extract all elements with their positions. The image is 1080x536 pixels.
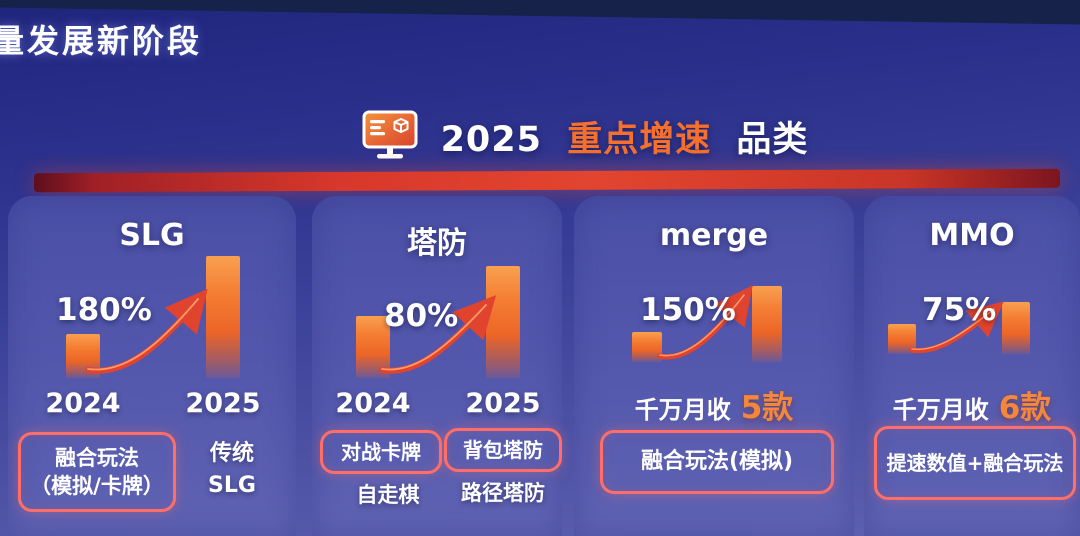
revenue-line: 千万月收 6款 [864,382,1080,427]
year-label-2025: 2025 [185,388,261,419]
panel-title: SLG [119,218,185,253]
growth-percent: 80% [384,298,459,334]
growth-arrow-icon [85,288,208,374]
section-header: 2025 重点增速 品类 [0,108,1080,164]
bar-2025 [752,286,782,362]
growth-chart: 75% [864,196,1080,536]
bar-2025 [206,256,240,378]
panel-tower-defense: 塔防 80% 2024 2025 对战卡牌 背包塔防 自走棋 路径塔防 [312,196,562,536]
page-title: 量发展新阶段 [0,22,203,60]
bar-2024 [66,334,100,378]
panel-title: 塔防 [407,226,467,261]
section-title-highlight: 重点增速 [567,119,712,160]
growth-arrow-icon [379,295,497,374]
year-label-2025: 2025 [465,388,541,419]
tag-fusion-sim: 融合玩法(模拟) [600,430,834,494]
revenue-label: 千万月收 [634,396,731,424]
growth-percent: 150% [640,292,736,328]
tag-backpack-td: 背包塔防 [444,428,562,472]
tag-speedup-fusion: 提速数值+融合玩法 [874,426,1076,500]
revenue-count: 6款 [998,390,1052,426]
panel-merge: merge 150% 千万月收 5款 融合玩法(模拟) [574,196,854,536]
panel-title: MMO [929,218,1015,253]
growth-percent: 75% [922,292,997,328]
bar-2025 [486,266,520,378]
year-label-2024: 2024 [335,388,411,419]
tag-traditional-slg: 传统 SLG [208,441,256,498]
revenue-count: 5款 [740,390,794,426]
section-title: 2025 重点增速 品类 [435,111,815,162]
red-divider-bar [33,168,1061,193]
revenue-line: 千万月收 5款 [574,382,854,427]
bar-2024 [632,331,662,362]
growth-percent: 180% [56,292,152,328]
bar-2025 [1002,302,1030,354]
tag-path-td: 路径塔防 [461,481,545,505]
tag-auto-chess: 自走棋 [356,483,420,507]
panel-title: merge [659,218,769,253]
revenue-label: 千万月收 [892,396,989,424]
bar-2024 [888,324,916,354]
panel-mmo: MMO 75% 千万月收 6款 提速数值+融合玩法 [864,196,1080,536]
section-title-suffix: 品类 [736,119,809,160]
panel-slg: SLG 180% 2024 2025 融合玩法 （模拟/卡牌） 传统 SLG [8,196,296,536]
monitor-cube-icon [362,110,418,159]
tag-battle-card: 对战卡牌 [320,430,442,474]
year-label-2024: 2024 [45,388,121,419]
tag-fusion-gameplay: 融合玩法 （模拟/卡牌） [18,432,176,512]
section-title-year: 2025 [440,119,542,160]
